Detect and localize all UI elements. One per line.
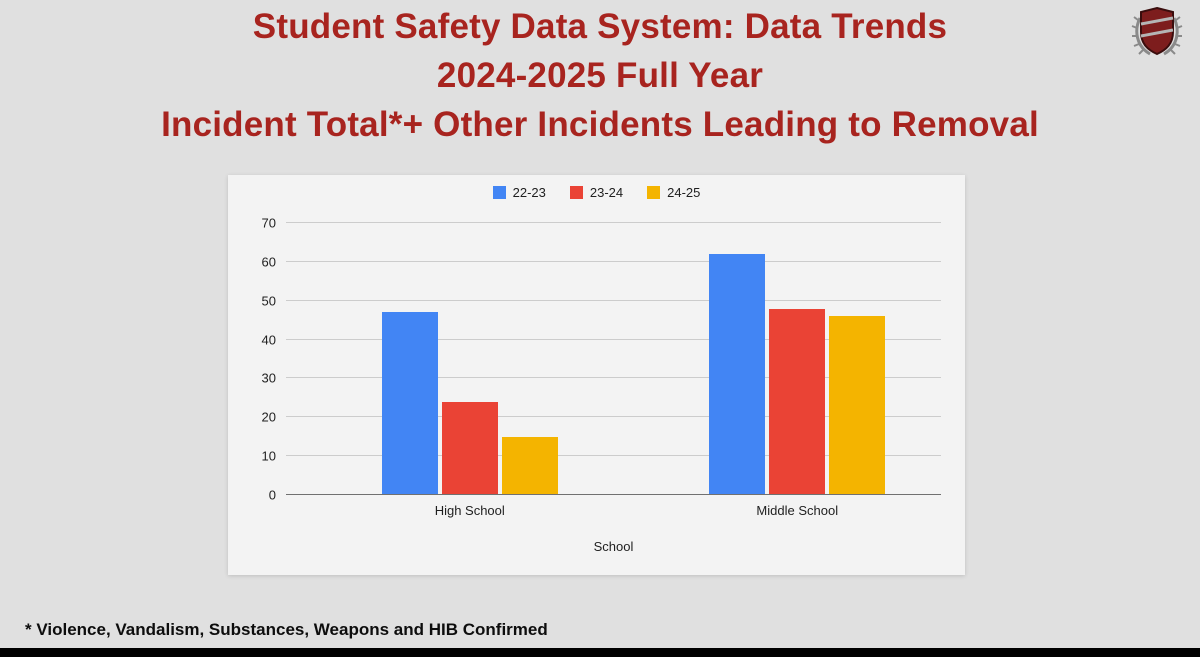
x-category-label: High School (434, 503, 505, 518)
y-tick-label: 0 (268, 487, 276, 503)
y-tick-label: 40 (261, 332, 276, 348)
slide-title-line-2: 2024-2025 Full Year (436, 56, 764, 95)
bar-23-24-middle-school (769, 308, 826, 495)
legend-swatch (492, 186, 506, 199)
chart-legend: 22-23 23-24 24-25 (228, 185, 965, 200)
y-tick-label: 70 (261, 215, 276, 231)
y-tick-label: 20 (261, 409, 276, 425)
y-tick-label: 50 (261, 293, 276, 309)
legend-item-24-25: 24-25 (647, 185, 700, 200)
legend-item-22-23: 22-23 (492, 185, 546, 200)
legend-swatch (569, 186, 583, 199)
legend-label: 24-25 (667, 185, 701, 200)
gridline (286, 377, 941, 379)
gridline (286, 222, 941, 223)
bar-24-25-high-school (501, 436, 558, 495)
slide-title: Student Safety Data System: Data Trends … (0, 2, 1200, 149)
slide-title-line-1: Student Safety Data System: Data Trends (252, 7, 948, 46)
bar-groups (286, 223, 941, 495)
plot-area: 0 10 20 30 40 50 60 70 (262, 216, 941, 503)
bottom-letterbox-bar (0, 648, 1200, 657)
slide-title-line-3: Incident Total*+ Other Incidents Leading… (161, 105, 1039, 144)
bar-group-middle-school (614, 223, 942, 495)
legend-label: 23-24 (589, 185, 624, 200)
y-tick-label: 60 (261, 254, 276, 270)
x-axis-baseline (286, 494, 941, 495)
gridline (286, 416, 941, 418)
x-category-label: Middle School (756, 503, 839, 518)
legend-label: 22-23 (512, 185, 546, 200)
legend-item-23-24: 23-24 (569, 185, 624, 200)
bar-23-24-high-school (441, 401, 498, 495)
school-crest-icon (1131, 6, 1183, 56)
chart-panel: 22-23 23-24 24-25 0 10 20 30 40 50 60 70 High Sch… (228, 175, 965, 575)
bar-22-23-middle-school (709, 254, 766, 495)
gridline (286, 260, 941, 262)
bar-24-25-middle-school (829, 316, 886, 495)
legend-swatch (647, 186, 661, 199)
footnote: * Violence, Vandalism, Substances, Weapo… (25, 620, 548, 639)
gridline (286, 338, 941, 340)
gridline (286, 299, 941, 301)
gridline (286, 455, 941, 457)
y-tick-label: 10 (261, 448, 276, 464)
bar-group-high-school (286, 223, 614, 495)
x-axis-labels: High School Middle School (286, 503, 941, 518)
y-tick-label: 30 (261, 370, 276, 386)
bar-22-23-high-school (381, 312, 438, 495)
x-axis-title: School (593, 539, 634, 554)
